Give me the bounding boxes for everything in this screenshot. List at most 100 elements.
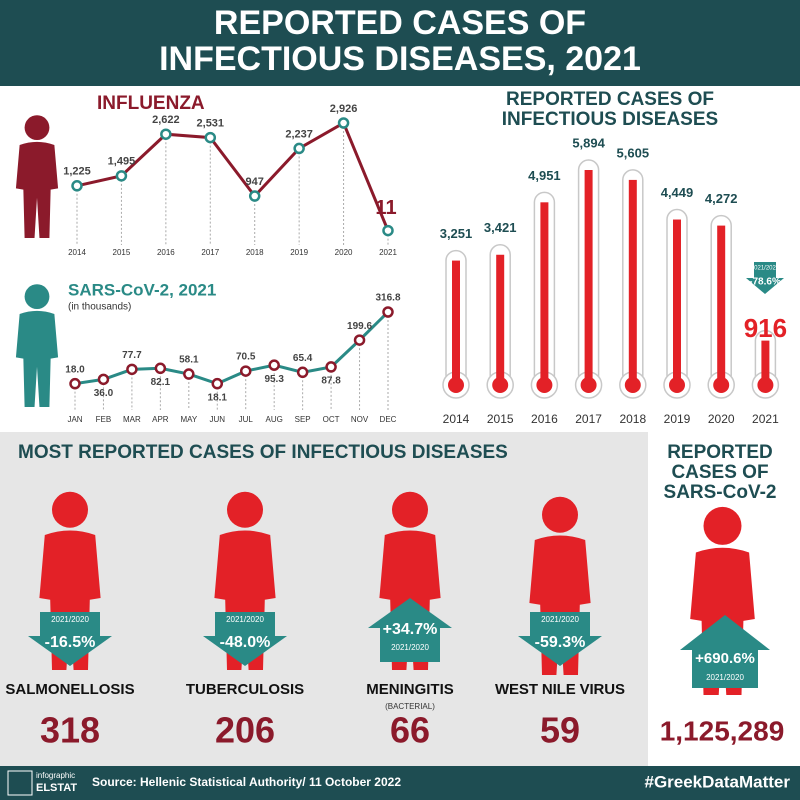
value-label: 316.8 xyxy=(375,293,400,304)
value-label: 916 xyxy=(744,313,787,343)
disease-name: MENINGITIS xyxy=(366,681,454,698)
value-label: 2,926 xyxy=(330,103,358,115)
x-tick-label: 2020 xyxy=(335,248,353,257)
point xyxy=(115,170,128,182)
chart-title: REPORTED CASES OF INFECTIOUS DISEASES xyxy=(501,89,719,130)
period: 2021/2020 xyxy=(706,673,744,682)
x-tick-label: 2021 xyxy=(379,248,397,257)
x-tick-label: 2017 xyxy=(575,412,602,426)
x-tick-label: 2018 xyxy=(619,412,646,426)
point xyxy=(296,366,309,379)
value-label: 2,531 xyxy=(197,117,225,129)
x-tick-label: SEP xyxy=(295,415,311,424)
x-tick-label: 2020 xyxy=(708,412,735,426)
mercury xyxy=(540,202,549,385)
x-tick-label: JUN xyxy=(209,415,225,424)
point xyxy=(293,142,305,155)
point xyxy=(239,365,252,377)
point xyxy=(353,334,366,346)
chart-subtitle: (in thousands) xyxy=(68,302,131,313)
value-label: 4,272 xyxy=(705,191,738,206)
value-label: 95.3 xyxy=(264,374,284,385)
value-label: 1,225 xyxy=(63,166,91,178)
disease-name: TUBERCULOSIS xyxy=(186,681,304,698)
period: 2021/2020 xyxy=(751,266,780,272)
case-count: 318 xyxy=(40,710,100,751)
point xyxy=(211,377,224,390)
bulb-fill xyxy=(492,377,509,393)
mercury xyxy=(584,170,593,385)
value-label: 3,421 xyxy=(484,220,517,235)
chart-title: SARS-CoV-2, 2021 xyxy=(68,280,216,299)
x-tick-label: NOV xyxy=(351,415,369,424)
value-label: 36.0 xyxy=(94,388,114,399)
bulb-fill xyxy=(669,377,685,393)
point xyxy=(204,131,217,144)
value-label: 87.8 xyxy=(321,376,341,387)
change: +34.7% xyxy=(383,621,438,638)
point xyxy=(248,190,261,202)
note: (BACTERIAL) xyxy=(385,702,435,711)
x-tick-label: 2019 xyxy=(664,412,691,426)
value-label: 18.1 xyxy=(208,392,228,403)
x-tick-label: 2014 xyxy=(68,248,86,257)
x-tick-label: JUL xyxy=(239,415,254,424)
value-label: 3,251 xyxy=(440,226,473,241)
section-title: MOST REPORTED CASES OF INFECTIOUS DISEAS… xyxy=(18,442,508,463)
x-tick-label: 2019 xyxy=(290,248,308,257)
disease-name: WEST NILE VIRUS xyxy=(495,681,625,698)
arrow-down xyxy=(28,612,112,666)
page-title: REPORTED CASES OF INFECTIOUS DISEASES, 2… xyxy=(159,4,641,78)
x-tick-label: 2014 xyxy=(443,412,470,426)
value-label: 18.0 xyxy=(65,364,85,375)
value-label: 11 xyxy=(375,197,396,219)
logo-box xyxy=(7,770,33,796)
bulb-fill xyxy=(713,377,730,393)
value-label: 947 xyxy=(246,176,264,188)
value-label: 77.7 xyxy=(122,350,142,361)
point xyxy=(382,224,394,237)
point xyxy=(97,373,110,386)
sars-total: 1,125,289 xyxy=(660,715,785,746)
value-label: 5,605 xyxy=(617,145,650,160)
arrow-up xyxy=(368,598,452,662)
point xyxy=(382,306,394,318)
x-tick-label: MAY xyxy=(180,415,197,424)
source: Source: Hellenic Statistical Authority/ … xyxy=(92,775,401,789)
point xyxy=(69,377,81,390)
x-tick-label: FEB xyxy=(96,415,112,424)
period: 2021/2020 xyxy=(391,643,429,652)
mercury xyxy=(673,219,681,385)
x-tick-label: 2021 xyxy=(752,412,779,426)
header-bg xyxy=(0,0,800,86)
value-label: 199.6 xyxy=(347,321,372,332)
change: +690.6% xyxy=(695,650,755,667)
disease-name: SALMONELLOSIS xyxy=(5,681,134,698)
change: -59.3% xyxy=(535,634,586,651)
value-label: 1,495 xyxy=(108,156,136,168)
logo: ELSTAT xyxy=(36,782,77,794)
value-label: 5,894 xyxy=(572,135,605,150)
footer-bg xyxy=(0,766,800,800)
x-tick-label: 2015 xyxy=(487,412,514,426)
arrow-down xyxy=(203,612,287,666)
line xyxy=(76,120,390,232)
x-tick-label: APR xyxy=(152,415,169,424)
x-tick-label: DEC xyxy=(380,415,397,424)
bulb-fill xyxy=(624,377,641,393)
point xyxy=(71,180,83,192)
value-label: 65.4 xyxy=(293,353,313,364)
period: 2021/2020 xyxy=(226,615,264,624)
mercury xyxy=(717,225,726,385)
change: -78.6% xyxy=(749,277,781,288)
sars-title: REPORTED CASES OF SARS-CoV-2 xyxy=(663,442,777,503)
value-label: 70.5 xyxy=(236,352,256,363)
x-tick-label: 2016 xyxy=(157,248,175,257)
x-tick-label: MAR xyxy=(123,415,141,424)
mercury xyxy=(452,260,460,385)
x-tick-label: 2015 xyxy=(113,248,131,257)
x-tick-label: 2018 xyxy=(246,248,264,257)
mercury xyxy=(496,254,505,385)
